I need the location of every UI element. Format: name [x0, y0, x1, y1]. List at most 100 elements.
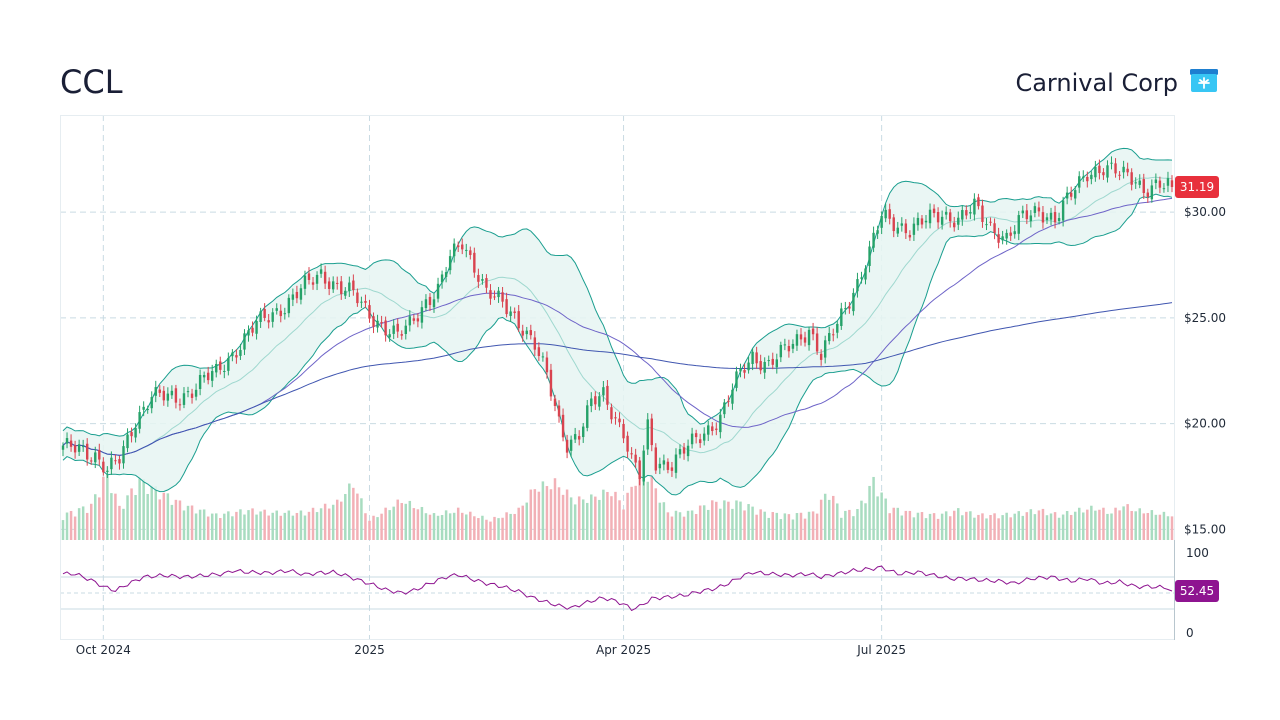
candle	[263, 303, 266, 322]
candle	[1118, 171, 1121, 181]
candle-body	[198, 374, 202, 390]
volume-bar	[759, 509, 762, 540]
candle-body	[98, 449, 101, 460]
candle-body	[90, 460, 93, 462]
volume-bar	[1122, 506, 1125, 540]
candle	[811, 322, 815, 341]
candle	[1029, 210, 1033, 228]
candle-body	[1094, 166, 1097, 178]
candle	[243, 329, 246, 356]
candle-body	[1170, 180, 1174, 188]
volume-bar	[368, 520, 371, 540]
candle	[77, 439, 81, 457]
moving-averages	[62, 197, 1173, 456]
volume-bar	[473, 516, 476, 540]
candle-body	[573, 434, 577, 440]
volume-bar	[94, 494, 97, 540]
candle	[477, 268, 480, 289]
candle	[743, 363, 746, 379]
volume-bar	[231, 516, 234, 540]
candle	[1170, 175, 1174, 193]
candle-body	[1013, 231, 1016, 235]
candle-body	[618, 418, 621, 423]
candle-body	[372, 316, 375, 327]
volume-bar	[594, 496, 597, 540]
candle	[1057, 212, 1061, 225]
candle	[142, 401, 145, 417]
candle	[465, 243, 468, 258]
candle-body	[340, 281, 343, 294]
candle	[577, 430, 581, 446]
candle-body	[1078, 176, 1081, 188]
volume-bar	[1061, 514, 1065, 540]
date-tick-label: Apr 2025	[596, 643, 651, 657]
volume-bar	[856, 509, 859, 540]
candle-body	[469, 250, 472, 255]
volume-bar	[952, 510, 956, 540]
candle-body	[360, 301, 363, 303]
candle-body	[1134, 182, 1137, 184]
candle	[219, 356, 222, 375]
volume-bar	[533, 489, 537, 540]
candle	[372, 312, 375, 334]
candle-body	[690, 433, 694, 445]
candle-body	[1154, 179, 1158, 184]
candle	[682, 442, 686, 460]
candle-body	[481, 279, 484, 281]
candle	[1106, 160, 1109, 183]
volume-bar	[969, 511, 972, 540]
volume-bar	[1114, 507, 1117, 540]
candle	[694, 429, 698, 444]
candle	[493, 290, 496, 301]
candle	[836, 320, 839, 339]
volume-bar	[932, 513, 936, 540]
candle-body	[932, 208, 936, 214]
candle-body	[828, 333, 831, 342]
candle-body	[739, 368, 742, 372]
candle	[932, 204, 936, 218]
candle-body	[795, 334, 799, 346]
candle	[323, 265, 327, 290]
candle	[920, 215, 924, 229]
volume-bar	[614, 491, 617, 540]
sma-200-line	[62, 302, 1173, 456]
candle-body	[1045, 217, 1049, 221]
candle	[259, 307, 262, 328]
candle-body	[1118, 174, 1121, 176]
candle	[1005, 229, 1008, 245]
volume-bar	[247, 510, 250, 540]
volume-bar	[795, 513, 799, 540]
volume-bar	[85, 512, 89, 540]
candle	[735, 366, 738, 392]
candle-body	[202, 374, 206, 378]
candle-body	[178, 404, 182, 406]
candle	[126, 428, 129, 453]
candle-body	[255, 321, 258, 334]
candle-body	[186, 391, 190, 393]
volume-bar	[469, 511, 472, 540]
volume-bar	[166, 493, 170, 540]
volume-bar	[884, 498, 887, 540]
candle	[739, 363, 742, 378]
candle-body	[517, 311, 520, 329]
candle-body	[497, 290, 500, 298]
volume-bar	[577, 496, 581, 540]
volume-bar	[606, 491, 609, 540]
volume-bar	[1098, 509, 1101, 540]
candle	[344, 287, 347, 300]
volume-bar	[868, 485, 871, 540]
candle-body	[368, 305, 371, 319]
candle	[251, 321, 254, 337]
candle	[973, 193, 976, 221]
volume-bar	[432, 513, 436, 540]
volume-bar	[634, 485, 637, 540]
volume-bar	[836, 503, 839, 540]
candle	[638, 456, 641, 486]
volume-bar	[1029, 509, 1033, 540]
candle	[1154, 173, 1158, 190]
candle	[1134, 177, 1137, 189]
candle-body	[94, 452, 97, 463]
candle-body	[247, 330, 250, 336]
candle	[235, 349, 238, 364]
candle-body	[594, 396, 597, 405]
